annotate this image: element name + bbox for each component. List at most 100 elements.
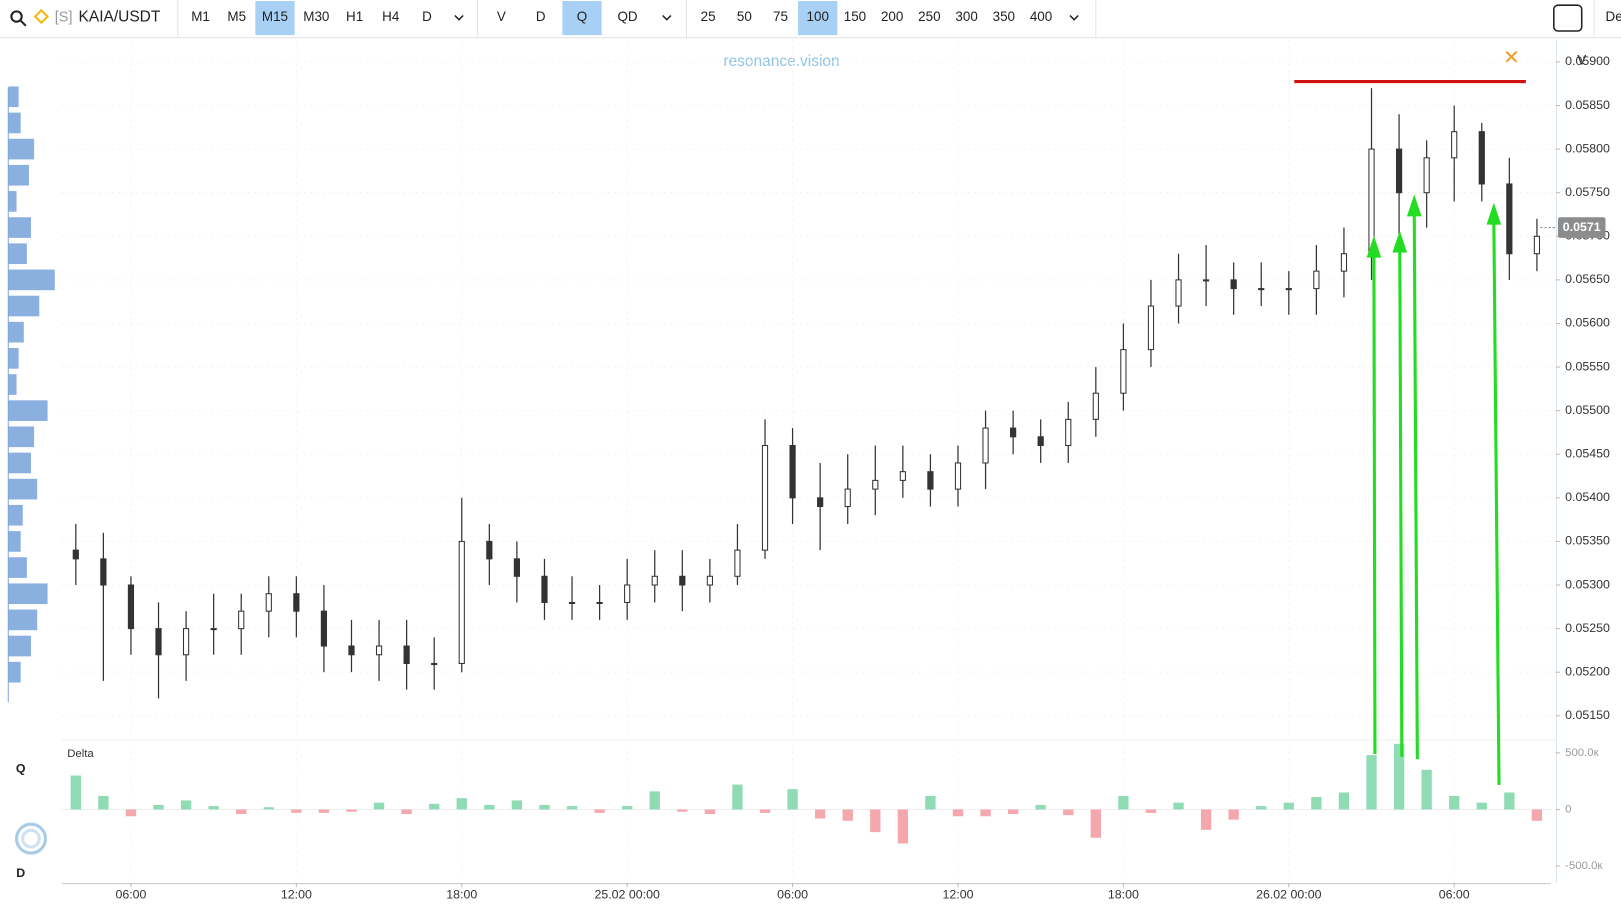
profile-bar [8, 478, 38, 500]
dropdown-chevron[interactable] [662, 14, 672, 21]
dropdown-chevron[interactable] [1069, 14, 1079, 21]
symbol[interactable]: KAIA/USDT [79, 9, 161, 26]
toolbar-button[interactable]: 350 [993, 9, 1015, 24]
toolbar-button[interactable]: D [536, 9, 546, 24]
profile-bar [8, 400, 48, 421]
y-tick-label: 0.05450 [1565, 447, 1610, 461]
candle-body [899, 471, 906, 481]
delta-bar [1090, 809, 1101, 838]
symbol-prefix: [S] [55, 9, 73, 25]
delta-bar [236, 809, 247, 814]
logo-inner [21, 828, 41, 849]
delta-bar [1531, 809, 1543, 821]
toolbar-button[interactable]: D [422, 9, 432, 24]
x-tick-label: 18:00 [1108, 888, 1139, 902]
toolbar-button[interactable]: M30 [303, 9, 329, 24]
delta-bar [1449, 795, 1460, 810]
delta-bar [1256, 806, 1267, 810]
toolbar-button[interactable]: 200 [881, 9, 903, 24]
candle-body [789, 445, 796, 499]
candle-body [927, 471, 934, 490]
delta-bar [1007, 809, 1019, 814]
candle-body [1313, 270, 1320, 290]
annotation-arrows [1366, 194, 1502, 785]
dropdown-chevron[interactable] [454, 14, 464, 21]
close-icon[interactable] [1505, 50, 1518, 63]
delta-bar [318, 809, 330, 813]
toolbar-button[interactable]: 25 [701, 9, 716, 24]
toolbar-button[interactable]: QD [617, 9, 637, 24]
delta-bar [153, 804, 164, 810]
candle-body [458, 540, 465, 664]
profile-bar [8, 426, 35, 448]
candle-body [541, 575, 548, 603]
candle-body [403, 645, 410, 664]
candle-body [72, 549, 79, 560]
toolbar-button[interactable]: H4 [382, 9, 400, 24]
candle-body [1147, 305, 1155, 351]
candle-body [1202, 279, 1210, 282]
candle-body [844, 488, 851, 508]
candle-body [1285, 288, 1292, 291]
profile-bar [8, 531, 21, 552]
delta-bar [1063, 809, 1074, 816]
toolbar-button[interactable]: 300 [955, 9, 977, 24]
toolbar-button[interactable]: 100 [807, 9, 829, 24]
logo [14, 822, 48, 855]
x-tick-label: 18:00 [446, 888, 477, 902]
arrow [1372, 253, 1377, 754]
delta-bar [346, 809, 357, 812]
candle-body [568, 601, 576, 604]
search-icon[interactable] [10, 10, 23, 23]
toolbar-button[interactable]: 150 [844, 9, 866, 24]
candle-body [1258, 288, 1265, 291]
candle-body [348, 645, 355, 656]
toolbar-button[interactable]: 75 [773, 9, 788, 24]
candle-body [513, 558, 521, 577]
candle-body [431, 662, 438, 666]
toolbar-button[interactable]: M5 [227, 9, 246, 24]
candle-body [679, 575, 686, 586]
y-tick-label: 0.05300 [1565, 577, 1610, 591]
profile-bar [8, 217, 32, 238]
cut-off-button[interactable]: De [1605, 9, 1621, 24]
toolbar-button[interactable]: 250 [918, 9, 940, 24]
candle-body [320, 610, 328, 647]
toolbar-button[interactable]: 50 [737, 9, 752, 24]
axis-mode[interactable]: V [1577, 52, 1586, 67]
toolbar-button[interactable]: Q [577, 9, 587, 24]
profile-bar [8, 112, 21, 134]
panel-label[interactable]: Q [16, 762, 26, 776]
delta-bar [925, 795, 936, 810]
delta-bar [759, 809, 771, 813]
candle-body [486, 540, 493, 560]
last-price-bg [1557, 217, 1606, 238]
panel-label[interactable]: D [16, 866, 25, 880]
delta-bar [1145, 809, 1157, 813]
delta-bar [373, 802, 385, 810]
toolbar-button[interactable]: M1 [191, 9, 210, 24]
profile-bar [8, 583, 48, 605]
candle-body [1065, 418, 1072, 447]
x-tick-label: 06:00 [777, 888, 808, 902]
toolbar-button[interactable]: H1 [346, 9, 363, 24]
toolbar-button[interactable]: 400 [1030, 9, 1052, 24]
profile-bar [8, 348, 19, 369]
delta-bar [1200, 809, 1212, 830]
layout-button[interactable] [1553, 4, 1583, 32]
candle-body [210, 628, 217, 631]
candle-body [238, 610, 245, 630]
candle-body [1230, 279, 1237, 290]
candle-body [817, 497, 824, 508]
candle-body [1478, 131, 1485, 185]
candle-body [706, 575, 713, 586]
delta-bar [1173, 802, 1184, 810]
delta-bar [842, 809, 853, 821]
toolbar-button[interactable]: V [497, 9, 506, 24]
x-tick-label: 12:00 [942, 888, 973, 902]
delta-bar [814, 809, 826, 819]
candle-body [127, 584, 135, 630]
toolbar-button[interactable]: M15 [262, 9, 288, 24]
arrow-head [1392, 230, 1408, 253]
